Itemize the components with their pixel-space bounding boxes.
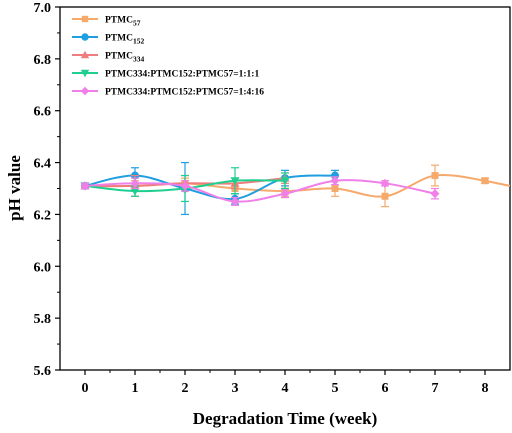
legend-label: PTMC334 [105,52,144,64]
x-tick-label: 5 [332,381,339,396]
x-tick-label: 8 [482,381,489,396]
y-tick-label: 6.2 [34,208,52,223]
series-line-tail [484,179,511,187]
x-tick-label: 1 [132,381,139,396]
legend-label: PTMC334:PTMC152:PTMC57=1:4:16 [105,88,264,98]
x-tick-label: 2 [182,381,189,396]
legend-item-2: PTMC152 [72,33,144,46]
legend-marker [80,86,90,96]
series-line [84,174,336,201]
y-tick-label: 7.0 [34,1,52,16]
x-tick-labels: 0 1 2 3 4 5 6 7 8 [82,381,489,396]
legend: PTMC57 PTMC152 PTMC334 PTMC334:PTMC152:PTMC… [72,16,264,98]
x-tick-label: 3 [232,381,239,396]
legend-label: PTMC152 [105,34,144,46]
data-point [230,177,240,186]
y-tick-label: 6.6 [34,105,52,120]
series-5 [80,176,440,206]
data-point [331,185,339,192]
legend-marker [80,69,90,78]
data-series [80,161,511,216]
data-point [130,187,140,196]
legend-marker [81,15,89,23]
y-tick-label: 6.8 [34,53,52,68]
x-axis-title: Degradation Time (week) [193,409,377,428]
legend-item-5: PTMC334:PTMC152:PTMC57=1:4:16 [72,86,264,98]
y-tick-label: 6.4 [34,157,52,172]
x-tick-label: 6 [382,381,389,396]
data-point [280,177,290,186]
data-point [481,177,489,185]
x-tick-label: 7 [432,381,439,396]
series-2 [81,161,339,216]
data-point [80,181,90,191]
data-point [130,178,140,188]
data-point [430,189,440,199]
legend-marker [81,33,89,41]
legend-item-3: PTMC334 [72,50,144,64]
data-point [330,176,340,186]
data-point [380,178,390,188]
y-tick-label: 6.0 [34,260,52,275]
tick-marks [55,6,486,375]
y-tick-labels: 5.6 5.8 6.0 6.2 6.4 6.6 6.8 7.0 [34,1,52,379]
y-axis-title: pH value [5,155,24,221]
data-point [331,171,339,180]
legend-marker [80,50,90,59]
data-point [381,192,389,200]
x-tick-label: 0 [82,381,89,396]
legend-item-1: PTMC57 [72,16,141,28]
data-point [431,172,439,180]
legend-item-4: PTMC334:PTMC152:PTMC57=1:1:1 [72,70,259,80]
x-tick-label: 4 [282,381,289,396]
data-point [180,181,190,191]
y-tick-label: 5.6 [34,364,52,379]
data-point [280,189,290,199]
y-tick-label: 5.8 [34,312,52,327]
legend-label: PTMC57 [105,16,141,28]
legend-label: PTMC334:PTMC152:PTMC57=1:1:1 [105,70,259,80]
data-point [230,196,240,206]
